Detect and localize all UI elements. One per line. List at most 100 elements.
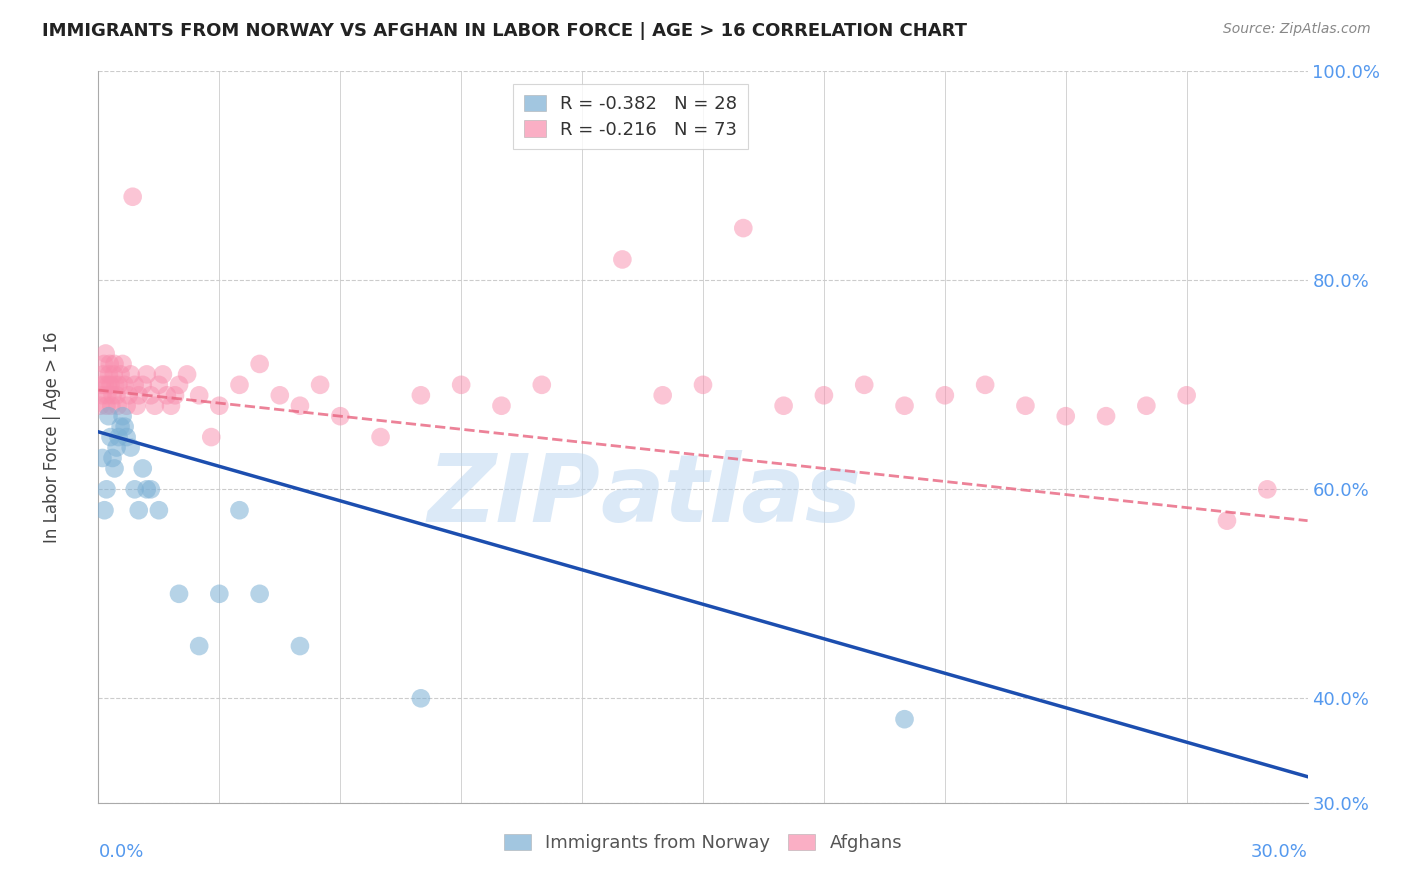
Point bbox=[1256, 483, 1278, 497]
Point bbox=[974, 377, 997, 392]
Point bbox=[120, 368, 142, 382]
Point bbox=[101, 388, 124, 402]
Point bbox=[107, 399, 129, 413]
Point bbox=[370, 430, 392, 444]
Point bbox=[97, 368, 120, 382]
Point bbox=[128, 503, 150, 517]
Point bbox=[94, 346, 117, 360]
Point bbox=[409, 388, 432, 402]
Point bbox=[651, 388, 673, 402]
Point bbox=[93, 503, 115, 517]
Point bbox=[208, 587, 231, 601]
Text: 30.0%: 30.0% bbox=[1251, 843, 1308, 861]
Point bbox=[853, 377, 876, 392]
Point bbox=[148, 377, 170, 392]
Point bbox=[97, 409, 120, 424]
Point bbox=[249, 587, 271, 601]
Point bbox=[96, 399, 118, 413]
Point bbox=[135, 368, 157, 382]
Point bbox=[103, 461, 125, 475]
Point bbox=[139, 388, 162, 402]
Point bbox=[288, 639, 311, 653]
Point bbox=[103, 357, 125, 371]
Point bbox=[139, 483, 162, 497]
Point bbox=[114, 419, 136, 434]
Legend: Immigrants from Norway, Afghans: Immigrants from Norway, Afghans bbox=[496, 827, 910, 860]
Point bbox=[107, 377, 129, 392]
Point bbox=[152, 368, 174, 382]
Point bbox=[200, 430, 222, 444]
Point bbox=[163, 388, 186, 402]
Point bbox=[91, 450, 114, 465]
Point bbox=[156, 388, 179, 402]
Point bbox=[124, 483, 146, 497]
Point bbox=[1014, 399, 1036, 413]
Point bbox=[228, 503, 250, 517]
Point bbox=[105, 388, 128, 402]
Point bbox=[612, 252, 634, 267]
Point bbox=[309, 377, 332, 392]
Point bbox=[1135, 399, 1157, 413]
Point bbox=[1095, 409, 1118, 424]
Text: atlas: atlas bbox=[600, 450, 862, 541]
Point bbox=[733, 221, 755, 235]
Point bbox=[120, 441, 142, 455]
Point bbox=[288, 399, 311, 413]
Point bbox=[772, 399, 794, 413]
Point bbox=[167, 377, 190, 392]
Point bbox=[148, 503, 170, 517]
Point bbox=[1054, 409, 1077, 424]
Point bbox=[93, 357, 115, 371]
Point bbox=[893, 399, 915, 413]
Point bbox=[103, 368, 125, 382]
Point bbox=[97, 377, 120, 392]
Point bbox=[96, 388, 118, 402]
Point bbox=[132, 461, 155, 475]
Text: IMMIGRANTS FROM NORWAY VS AFGHAN IN LABOR FORCE | AGE > 16 CORRELATION CHART: IMMIGRANTS FROM NORWAY VS AFGHAN IN LABO… bbox=[42, 22, 967, 40]
Point bbox=[1175, 388, 1198, 402]
Point bbox=[692, 377, 714, 392]
Text: 0.0%: 0.0% bbox=[98, 843, 143, 861]
Point bbox=[188, 388, 211, 402]
Point bbox=[176, 368, 198, 382]
Point bbox=[110, 368, 132, 382]
Point bbox=[167, 587, 190, 601]
Point bbox=[90, 377, 112, 392]
Point bbox=[107, 430, 129, 444]
Point bbox=[100, 399, 122, 413]
Point bbox=[115, 399, 138, 413]
Point bbox=[101, 450, 124, 465]
Point bbox=[96, 483, 118, 497]
Point bbox=[111, 357, 134, 371]
Point bbox=[91, 368, 114, 382]
Text: In Labor Force | Age > 16: In Labor Force | Age > 16 bbox=[44, 331, 62, 543]
Point bbox=[269, 388, 291, 402]
Point bbox=[110, 419, 132, 434]
Point bbox=[125, 399, 148, 413]
Point bbox=[128, 388, 150, 402]
Point bbox=[934, 388, 956, 402]
Point bbox=[132, 377, 155, 392]
Point bbox=[114, 377, 136, 392]
Point bbox=[143, 399, 166, 413]
Point bbox=[111, 409, 134, 424]
Point bbox=[89, 399, 111, 413]
Point bbox=[893, 712, 915, 726]
Point bbox=[118, 388, 141, 402]
Point bbox=[491, 399, 513, 413]
Point bbox=[530, 377, 553, 392]
Point bbox=[121, 190, 143, 204]
Point bbox=[91, 388, 114, 402]
Point bbox=[188, 639, 211, 653]
Point bbox=[105, 441, 128, 455]
Point bbox=[249, 357, 271, 371]
Point bbox=[208, 399, 231, 413]
Point bbox=[135, 483, 157, 497]
Point bbox=[813, 388, 835, 402]
Point bbox=[329, 409, 352, 424]
Text: ZIP: ZIP bbox=[427, 450, 600, 541]
Point bbox=[100, 430, 122, 444]
Point bbox=[98, 357, 121, 371]
Point bbox=[228, 377, 250, 392]
Point bbox=[409, 691, 432, 706]
